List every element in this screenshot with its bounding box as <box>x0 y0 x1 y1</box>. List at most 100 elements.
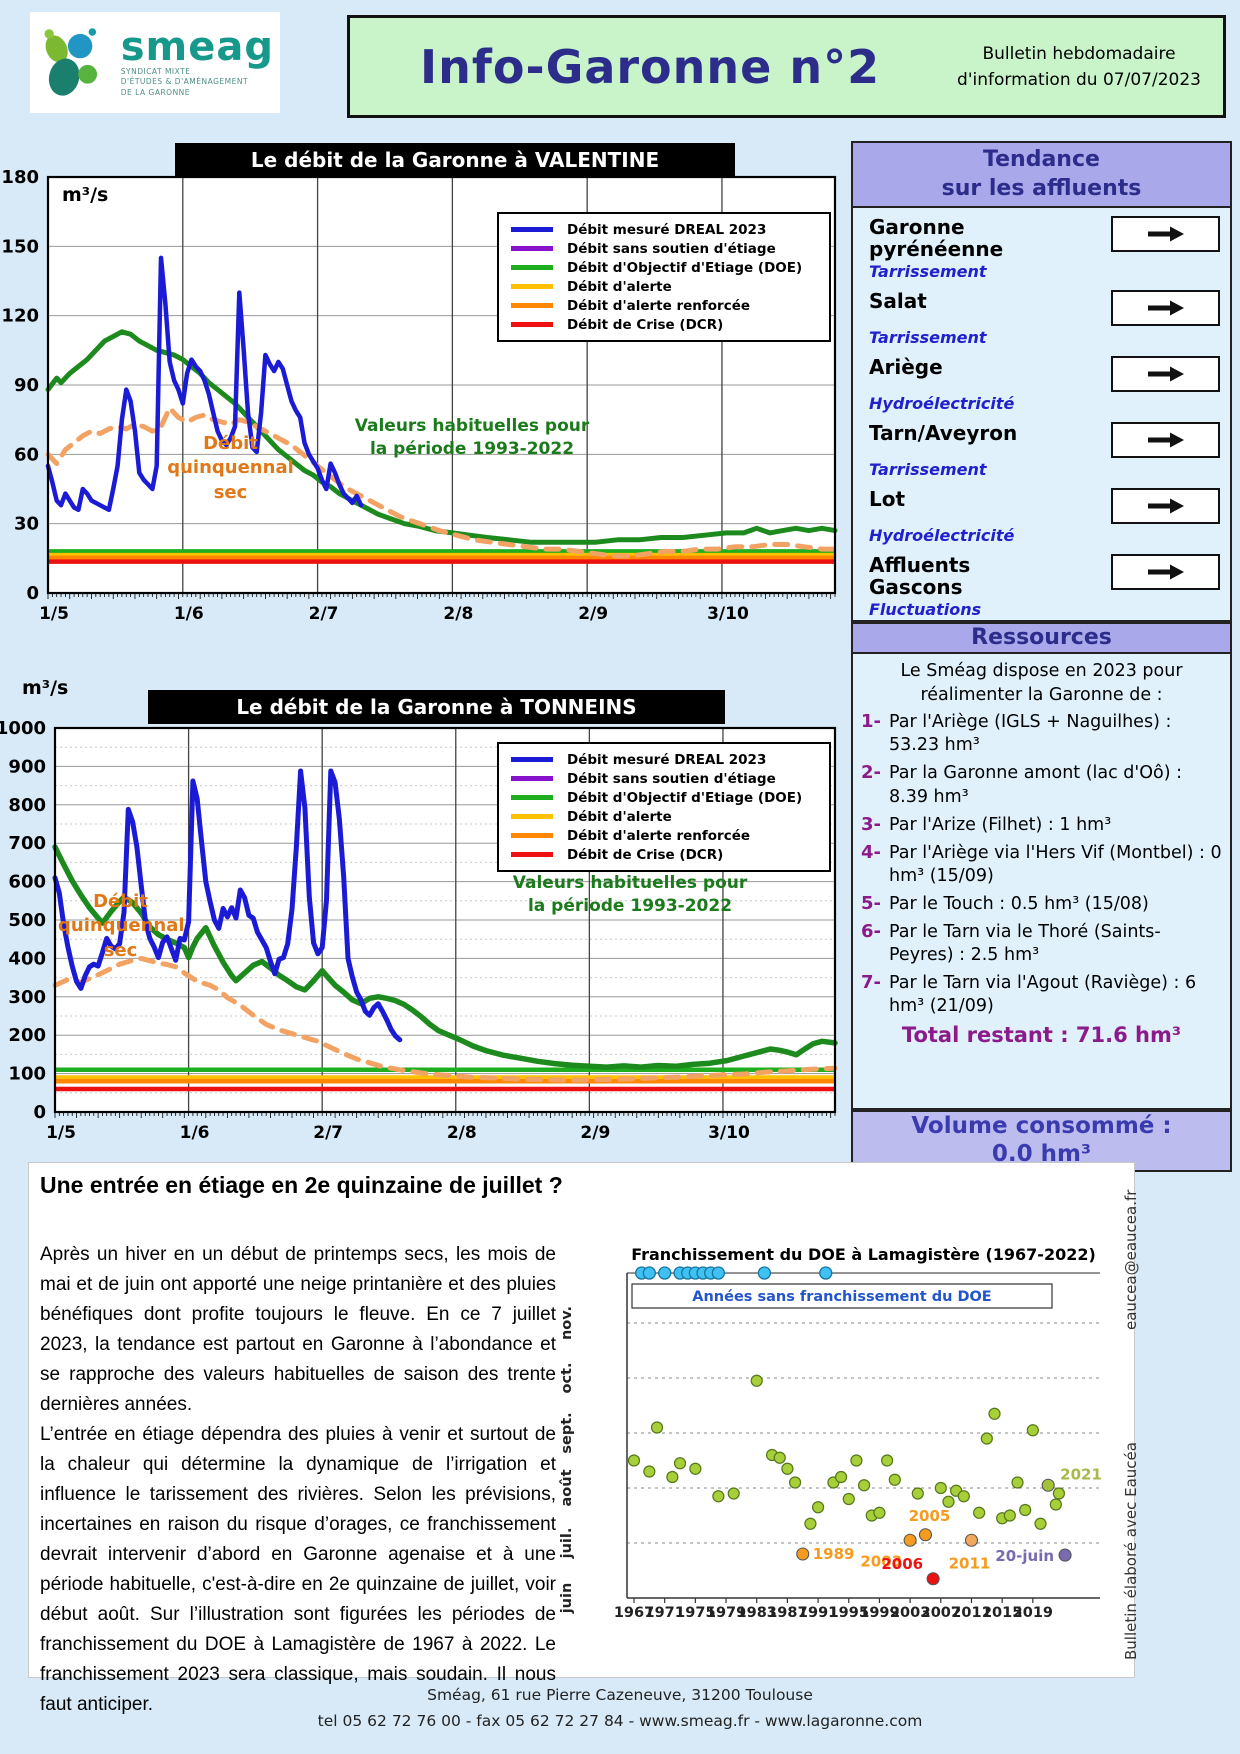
tributary-name: Tarn/Aveyron <box>869 421 1018 446</box>
legend-line-swatch <box>511 757 553 762</box>
svg-text:1975: 1975 <box>675 1605 715 1621</box>
footer: Sméag, 61 rue Pierre Cazeneuve, 31200 To… <box>0 1682 1240 1735</box>
svg-text:1/6: 1/6 <box>180 1123 210 1143</box>
svg-text:1/5: 1/5 <box>39 604 69 624</box>
ressource-text: Par le Tarn via l'Agout (Raviège) : 6 hm… <box>889 973 1197 1017</box>
annotation-dry-quinquennal-tonneins: Débit quinquennal sec <box>58 891 185 961</box>
legend-item: Débit d'alerte <box>511 277 819 296</box>
svg-text:2011: 2011 <box>949 1554 991 1572</box>
tributary-name: Garonne pyrénéenne <box>869 215 1004 262</box>
doe-crossing-scatter-chart: Franchissement du DOE à Lamagistère (196… <box>559 1245 1102 1621</box>
footer-address: Sméag, 61 rue Pierre Cazeneuve, 31200 To… <box>427 1686 813 1704</box>
svg-text:2015: 2015 <box>982 1605 1022 1621</box>
credit-email: eaucea@eaucea.fr <box>1122 1189 1140 1330</box>
article-paragraph-2: L’entrée en étiage dépendra des pluies à… <box>40 1424 556 1716</box>
svg-text:1995: 1995 <box>829 1605 869 1621</box>
tendance-item-lot: Lot Hydroélectricité <box>869 488 1220 545</box>
tendance-arrow-button[interactable] <box>1111 290 1220 327</box>
y-unit-tonneins: m³/s <box>22 677 69 699</box>
svg-text:Franchissement du DOE à Lamagi: Franchissement du DOE à Lamagistère (196… <box>631 1245 1096 1264</box>
legend-item: Débit sans soutien d'étiage <box>511 769 819 788</box>
tributary-name: Salat <box>869 289 927 314</box>
right-arrow-icon <box>1147 498 1184 514</box>
ressources-list: Le Sméag dispose en 2023 pour réalimente… <box>853 654 1230 1047</box>
svg-text:1983: 1983 <box>737 1605 777 1621</box>
annotation-usual-values-tonneins: Valeurs habituelles pour la période 1993… <box>512 873 748 916</box>
svg-text:30: 30 <box>14 514 39 535</box>
svg-text:120: 120 <box>1 306 39 327</box>
legend-line-swatch <box>511 227 553 232</box>
tributary-name: Affluents Gascons <box>869 553 971 600</box>
legend-line-swatch <box>511 814 553 819</box>
svg-text:1991: 1991 <box>798 1605 838 1621</box>
tributary-name: Lot <box>869 487 906 512</box>
ressource-number: 2- <box>861 762 881 784</box>
tributary-status: Tarrissement <box>869 262 987 282</box>
svg-text:3/10: 3/10 <box>708 1123 750 1143</box>
svg-text:2/8: 2/8 <box>447 1123 477 1143</box>
svg-text:sept.: sept. <box>559 1412 575 1453</box>
header-title-box: Info-Garonne n°2 Bulletin hebdomadaire d… <box>347 15 1226 118</box>
svg-text:2006: 2006 <box>881 1555 923 1573</box>
tendance-arrow-button[interactable] <box>1111 216 1220 253</box>
brand-caption-3: DE LA GARONNE <box>120 87 191 97</box>
article-section <box>28 1162 1135 1678</box>
ressource-item: 1- Par l'Ariège (IGLS + Naguilhes) : 53.2… <box>861 711 1222 757</box>
legend-tonneins: Débit mesuré DREAL 2023 Débit sans soutie… <box>497 742 831 872</box>
svg-text:Années sans franchissement du: Années sans franchissement du DOE <box>692 1289 991 1305</box>
legend-item: Débit de Crise (DCR) <box>511 315 819 334</box>
brand-name: smeag <box>120 24 274 71</box>
svg-text:200: 200 <box>8 1025 46 1046</box>
ressource-item: 6- Par le Tarn via le Thoré (Saints-Peyre… <box>861 921 1222 967</box>
y-unit-valentine: m³/s <box>62 184 109 206</box>
tendance-arrow-button[interactable] <box>1111 488 1220 525</box>
legend-label: Débit d'alerte renforcée <box>567 827 751 844</box>
tendance-item-tarn-aveyron: Tarn/Aveyron Tarrissement <box>869 422 1220 479</box>
svg-text:2019: 2019 <box>1013 1605 1053 1621</box>
tendance-panel-title: Tendance sur les affluents <box>853 143 1230 209</box>
ressource-item: 4- Par l'Ariège via l'Hers Vif (Montbel) … <box>861 842 1222 888</box>
tendance-arrow-button[interactable] <box>1111 356 1220 393</box>
legend-label: Débit d'Objectif d'Etiage (DOE) <box>567 789 803 806</box>
svg-text:700: 700 <box>8 833 46 854</box>
tendance-arrow-button[interactable] <box>1111 422 1220 459</box>
svg-text:1999: 1999 <box>859 1605 899 1621</box>
svg-text:août: août <box>559 1469 575 1506</box>
legend-item: Débit de Crise (DCR) <box>511 845 819 864</box>
legend-item: Débit d'alerte renforcée <box>511 296 819 315</box>
svg-text:2/9: 2/9 <box>578 604 608 624</box>
ressource-text: Par l'Ariège via l'Hers Vif (Montbel) : … <box>889 842 1222 886</box>
legend-line-swatch <box>511 265 553 270</box>
bulletin-date: Bulletin hebdomadaire d'information du 0… <box>949 42 1209 93</box>
legend-label: Débit d'alerte <box>567 808 672 825</box>
svg-text:nov.: nov. <box>559 1306 575 1340</box>
svg-text:2/7: 2/7 <box>309 604 339 624</box>
chart-title-tonneins: Le débit de la Garonne à TONNEINS <box>148 690 725 724</box>
ressource-item: 5- Par le Touch : 0.5 hm³ (15/08) <box>861 893 1222 916</box>
tendance-item-salat: Salat Tarrissement <box>869 290 1220 347</box>
tributary-status: Tarrissement <box>869 460 987 480</box>
tributary-status: Tarrissement <box>869 328 987 348</box>
annotation-usual-values-valentine: Valeurs habituelles pour la période 1993… <box>354 416 590 459</box>
ressource-text: Par l'Arize (Filhet) : 1 hm³ <box>889 814 1112 835</box>
svg-text:2005: 2005 <box>909 1507 951 1525</box>
ressources-panel-title: Ressources <box>853 624 1230 654</box>
right-arrow-icon <box>1147 564 1184 580</box>
ressource-number: 5- <box>861 892 881 914</box>
svg-text:1967: 1967 <box>614 1605 654 1621</box>
legend-line-swatch <box>511 833 553 838</box>
legend-line-swatch <box>511 776 553 781</box>
tendance-item-affluents-gascons: Affluents Gascons Fluctuations <box>869 554 1220 619</box>
annotation-dry-quinquennal-valentine: Débit quinquennal sec <box>167 433 294 503</box>
tendance-arrow-button[interactable] <box>1111 554 1220 591</box>
svg-text:oct.: oct. <box>559 1363 575 1394</box>
smeag-logo: smeag SYNDICAT MIXTE D'ÉTUDES & D'AMÉNAG… <box>30 12 280 113</box>
tributary-status: Fluctuations <box>869 600 982 620</box>
svg-text:0: 0 <box>26 583 39 604</box>
ressource-number: 3- <box>861 813 881 835</box>
volume-consumed-label: Volume consommé : <box>911 1113 1172 1140</box>
legend-line-swatch <box>511 284 553 289</box>
svg-text:3/10: 3/10 <box>707 604 749 624</box>
legend-label: Débit d'alerte renforcée <box>567 297 751 314</box>
right-arrow-icon <box>1147 300 1184 316</box>
